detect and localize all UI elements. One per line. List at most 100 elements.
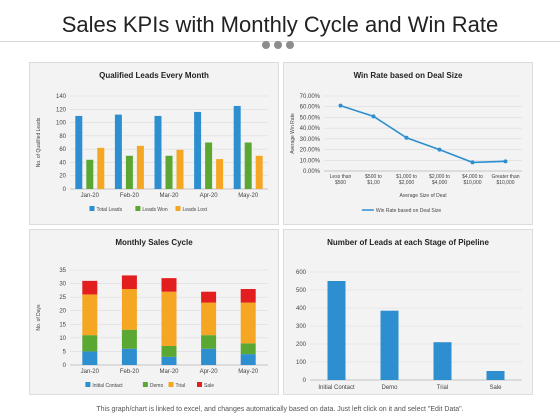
chart-title: Monthly Sales Cycle xyxy=(115,238,193,247)
bar-initial-contact xyxy=(327,281,346,380)
bar-segment-initial-contact xyxy=(161,356,177,365)
y-tick-label: 400 xyxy=(296,306,307,312)
bar-segment-initial-contact xyxy=(121,348,137,365)
y-tick-label: 0 xyxy=(63,187,67,193)
y-tick-label: 20 xyxy=(59,174,66,180)
dot-icon xyxy=(274,41,282,49)
bar-leads-lost xyxy=(97,147,105,189)
bar-leads-won xyxy=(244,142,252,189)
bar-leads-lost xyxy=(176,149,184,189)
x-tick-label: $10,000 xyxy=(463,180,481,186)
page-title: Sales KPIs with Monthly Cycle and Win Ra… xyxy=(61,12,499,37)
legend-swatch xyxy=(135,206,141,211)
data-point xyxy=(371,114,376,119)
y-tick-label: 25 xyxy=(59,295,66,301)
x-tick-label: Mar-20 xyxy=(159,369,179,375)
y-tick-label: 15 xyxy=(59,322,66,328)
bar-segment-trial xyxy=(240,302,256,344)
bar-total-leads xyxy=(194,111,202,189)
x-tick-label: $4,000 to xyxy=(462,174,483,180)
chart-panel-pipeline[interactable]: Number of Leads at each Stage of Pipelin… xyxy=(283,229,533,395)
legend-label: Win Rate based on Deal Size xyxy=(376,208,442,214)
chart-panel-sales-cycle[interactable]: Monthly Sales Cycle 0 5 10 15 20 25 30 35 No. of … xyxy=(29,229,279,395)
bar-segment-trial xyxy=(121,289,137,330)
bar-sale xyxy=(486,371,505,380)
y-tick-label: 120 xyxy=(56,107,67,113)
y-tick-label: 10 xyxy=(59,336,66,342)
bar-leads-lost xyxy=(255,155,263,189)
y-tick-label: 20.00% xyxy=(300,148,321,154)
y-tick-label: 500 xyxy=(296,288,307,294)
y-tick-label: 10.00% xyxy=(300,158,321,164)
footer-note: This graph/chart is linked to excel, and… xyxy=(96,406,464,413)
x-tick-label: Jan-20 xyxy=(81,193,100,199)
bar-segment-demo xyxy=(201,335,217,349)
bar-total-leads xyxy=(114,114,122,189)
y-tick-label: 100 xyxy=(56,121,67,127)
bar-leads-won xyxy=(125,155,133,189)
y-tick-label: 60.00% xyxy=(300,105,321,111)
bar-leads-lost xyxy=(136,145,144,189)
chart-win-rate: Win Rate based on Deal Size 0.00% 10.00% 20… xyxy=(290,71,522,214)
bar-trial xyxy=(433,342,452,380)
y-axis-label: No. of Qualified Leads xyxy=(36,117,42,167)
x-tick-label: Feb-20 xyxy=(120,369,140,375)
x-tick-label: Apr-20 xyxy=(200,193,219,199)
legend-label: Initial Contact xyxy=(92,383,123,389)
bar-segment-sale xyxy=(121,275,137,289)
x-tick-label: $2,000 to xyxy=(429,174,450,180)
x-tick-label: $2,000 xyxy=(399,180,415,186)
x-axis-label: Average Size of Deal xyxy=(400,193,447,199)
bar-segment-sale xyxy=(161,278,177,292)
legend-swatch xyxy=(168,382,174,387)
bar-leads-won xyxy=(205,142,213,189)
y-tick-label: 30.00% xyxy=(300,137,321,143)
x-tick-label: Demo xyxy=(381,385,398,391)
legend-label: Sale xyxy=(204,383,214,389)
x-tick-label: Greater than xyxy=(491,174,519,180)
bar-total-leads xyxy=(154,115,162,189)
legend-swatch xyxy=(85,382,91,387)
x-tick-label: $1,000 to xyxy=(396,174,417,180)
x-tick-label: Trial xyxy=(437,385,448,391)
legend-label: Trial xyxy=(176,383,186,389)
data-point xyxy=(404,135,409,140)
y-tick-label: 0 xyxy=(303,378,307,384)
chart-title: Qualified Leads Every Month xyxy=(99,71,209,80)
legend-swatch xyxy=(89,206,95,211)
y-tick-label: 50.00% xyxy=(300,115,321,121)
bar-segment-trial xyxy=(82,294,98,336)
data-point xyxy=(437,147,442,152)
dot-icon xyxy=(262,41,270,49)
legend-label: Leads Won xyxy=(142,207,167,213)
y-axis-label: No. of Days xyxy=(36,304,42,331)
y-tick-label: 35 xyxy=(59,268,66,274)
y-tick-label: 200 xyxy=(296,342,307,348)
x-tick-label: Feb-20 xyxy=(120,193,140,199)
x-tick-label: Mar-20 xyxy=(159,193,179,199)
y-tick-label: 40.00% xyxy=(300,126,321,132)
chart-title: Win Rate based on Deal Size xyxy=(354,71,463,80)
legend-label: Leads Lost xyxy=(183,207,208,213)
x-tick-label: Initial Contact xyxy=(318,385,355,391)
x-tick-label: May-20 xyxy=(238,193,259,199)
chart-qualified-leads: Qualified Leads Every Month 0 20 40 60 80 100 1… xyxy=(36,71,268,213)
bar-segment-demo xyxy=(240,343,256,355)
chart-panel-win-rate[interactable]: Win Rate based on Deal Size 0.00% 10.00% 20… xyxy=(283,62,533,225)
bar-segment-trial xyxy=(201,302,217,336)
chart-panel-qualified-leads[interactable]: Qualified Leads Every Month 0 20 40 60 80 100 1… xyxy=(29,62,279,225)
x-tick-label: $500 to xyxy=(365,174,382,180)
x-tick-label: $1,00 xyxy=(367,180,380,186)
chart-pipeline: Number of Leads at each Stage of Pipelin… xyxy=(296,238,522,391)
bar-segment-demo xyxy=(161,346,177,357)
bar-total-leads xyxy=(75,115,83,189)
y-tick-label: 30 xyxy=(59,282,66,288)
bar-segment-sale xyxy=(82,280,98,295)
bar-segment-sale xyxy=(240,289,256,303)
pagination-dots xyxy=(262,36,298,54)
bar-segment-initial-contact xyxy=(240,354,256,365)
bar-demo xyxy=(380,310,399,380)
bar-segment-initial-contact xyxy=(201,348,217,365)
y-tick-label: 600 xyxy=(296,270,307,276)
x-tick-label: May-20 xyxy=(238,369,259,375)
